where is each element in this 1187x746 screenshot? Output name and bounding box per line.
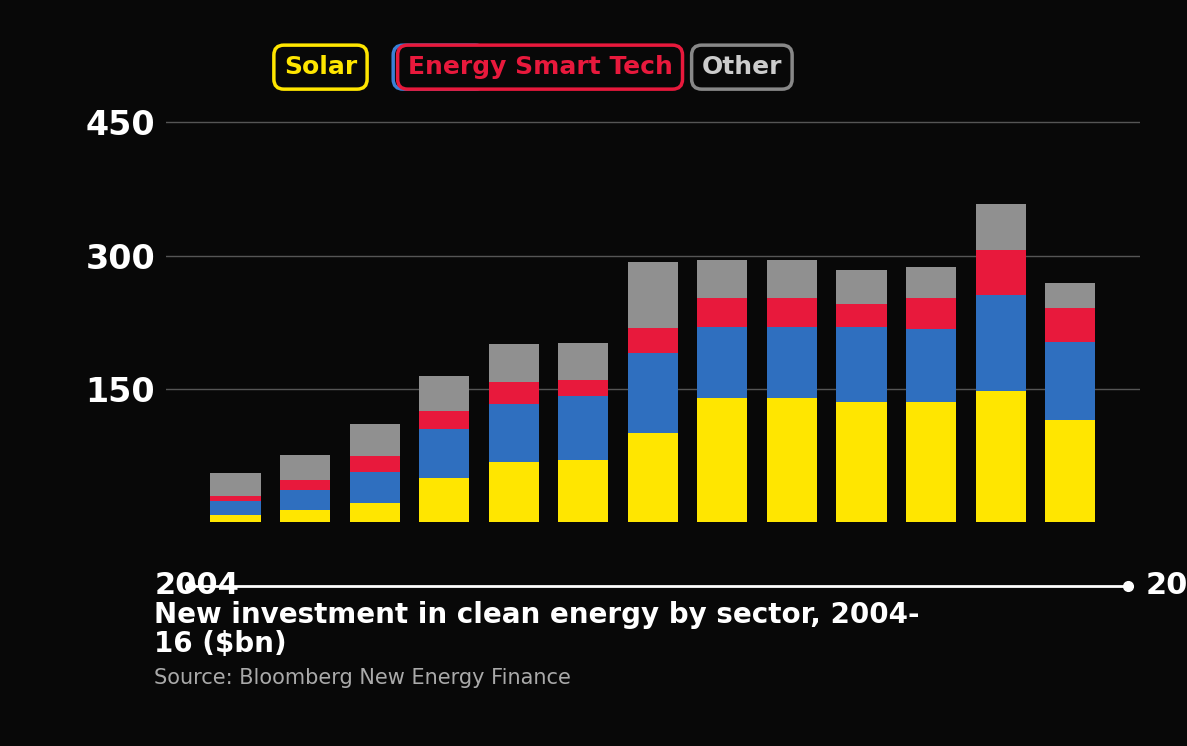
- Bar: [837, 304, 887, 327]
- Bar: [698, 298, 748, 327]
- Bar: [419, 477, 469, 522]
- Bar: [210, 501, 260, 515]
- Text: 2016: 2016: [1145, 571, 1187, 600]
- Bar: [489, 404, 539, 462]
- Bar: [1046, 342, 1096, 420]
- Bar: [349, 456, 400, 471]
- Bar: [906, 267, 957, 298]
- Text: New investment in clean energy by sector, 2004-: New investment in clean energy by sector…: [154, 601, 920, 629]
- Bar: [767, 298, 817, 327]
- Bar: [349, 471, 400, 503]
- Bar: [419, 411, 469, 429]
- Bar: [976, 204, 1026, 250]
- Bar: [210, 495, 260, 501]
- Bar: [976, 391, 1026, 522]
- Bar: [837, 270, 887, 304]
- Bar: [698, 398, 748, 522]
- Bar: [558, 380, 608, 396]
- Bar: [628, 328, 678, 354]
- Bar: [628, 433, 678, 522]
- Bar: [210, 515, 260, 522]
- Bar: [628, 354, 678, 433]
- Bar: [976, 295, 1026, 391]
- Bar: [976, 250, 1026, 295]
- Bar: [1046, 420, 1096, 522]
- Bar: [767, 398, 817, 522]
- Bar: [698, 327, 748, 398]
- Bar: [489, 345, 539, 382]
- Text: Wind: Wind: [404, 55, 475, 79]
- Text: 2004: 2004: [154, 571, 240, 600]
- Bar: [837, 327, 887, 402]
- Bar: [349, 503, 400, 522]
- Bar: [1046, 283, 1096, 308]
- Text: Energy Smart Tech: Energy Smart Tech: [407, 55, 673, 79]
- Bar: [280, 510, 330, 522]
- Bar: [906, 402, 957, 522]
- Bar: [558, 396, 608, 460]
- Bar: [628, 262, 678, 328]
- Bar: [210, 473, 260, 495]
- Bar: [906, 298, 957, 329]
- Bar: [280, 490, 330, 510]
- Bar: [349, 424, 400, 456]
- Text: Solar: Solar: [284, 55, 357, 79]
- Bar: [558, 460, 608, 522]
- Bar: [419, 429, 469, 477]
- Text: Source: Bloomberg New Energy Finance: Source: Bloomberg New Energy Finance: [154, 668, 571, 688]
- Bar: [280, 480, 330, 490]
- Bar: [280, 454, 330, 480]
- Text: Other: Other: [702, 55, 782, 79]
- Bar: [558, 342, 608, 380]
- Bar: [767, 260, 817, 298]
- Bar: [1046, 308, 1096, 342]
- Bar: [767, 327, 817, 398]
- Bar: [489, 382, 539, 404]
- Bar: [837, 402, 887, 522]
- Bar: [698, 260, 748, 298]
- Bar: [489, 462, 539, 522]
- Text: 16 ($bn): 16 ($bn): [154, 630, 287, 659]
- Bar: [419, 375, 469, 411]
- Bar: [906, 329, 957, 402]
